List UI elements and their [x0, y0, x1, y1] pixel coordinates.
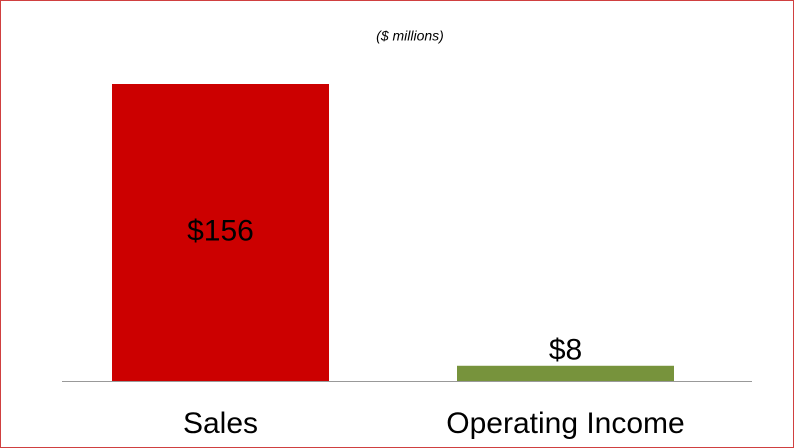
x-tick-label: Sales — [183, 407, 258, 440]
value-label: $8 — [549, 334, 582, 367]
bar — [112, 84, 329, 381]
bar — [457, 365, 674, 381]
value-label: $156 — [187, 214, 254, 247]
x-tick-label: Operating Income — [446, 407, 684, 440]
chart-subtitle: ($ millions) — [376, 28, 444, 44]
